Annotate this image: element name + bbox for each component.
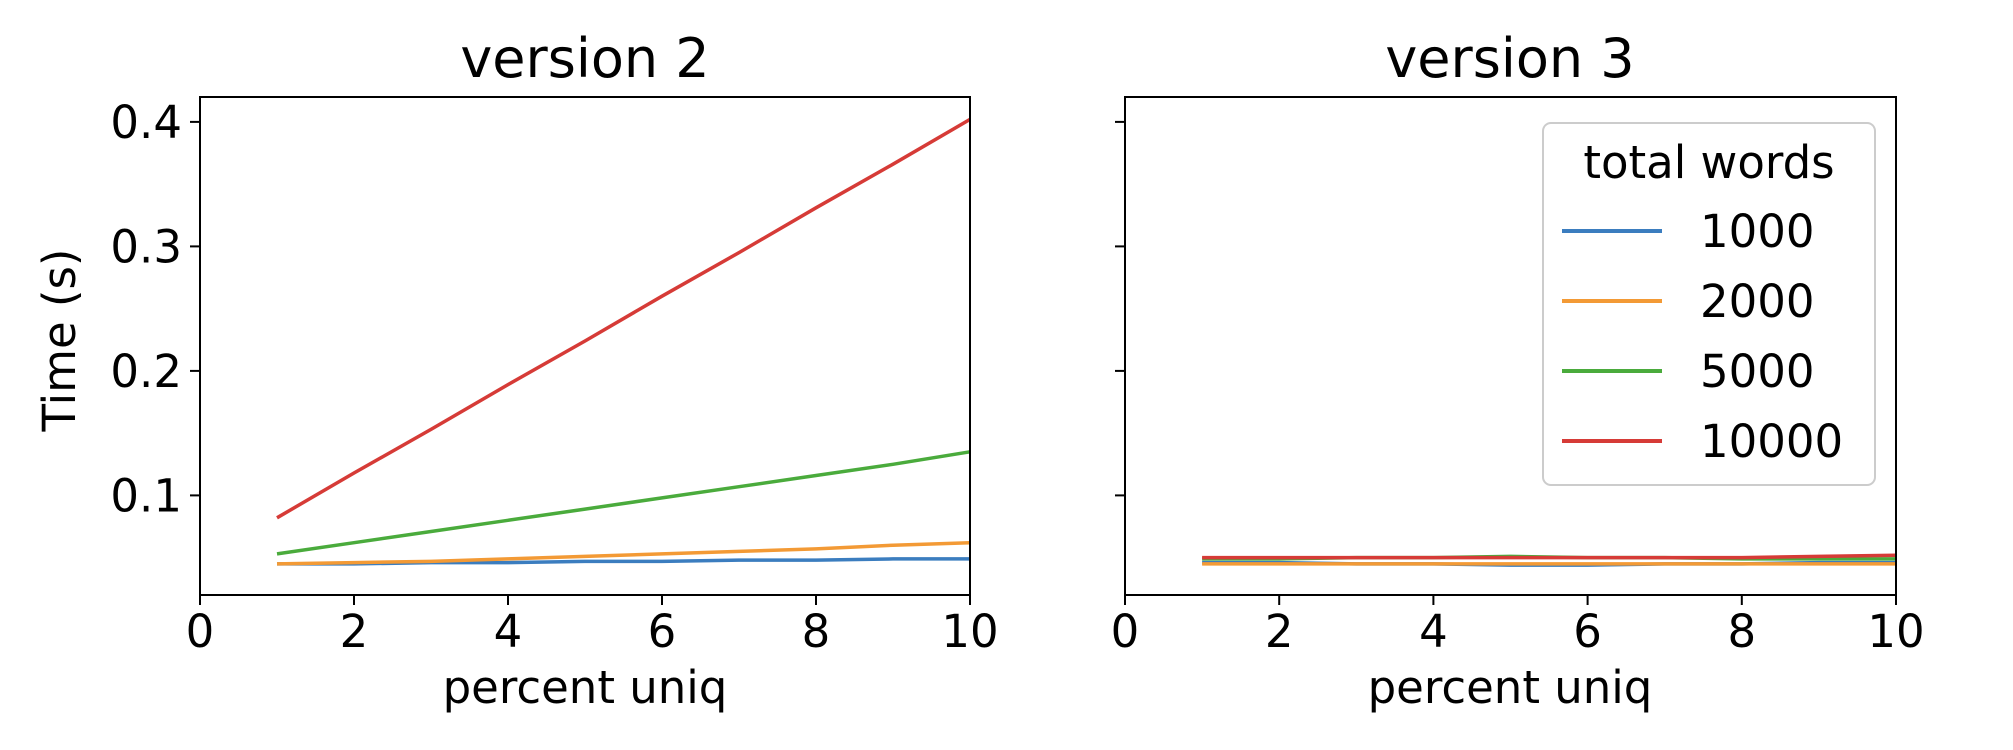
legend-box [1542,122,1876,486]
series-line-5000 [276,450,971,556]
legend-title: total words [1583,136,1834,189]
plot-frame [1124,96,1897,596]
x-ticks: 0 2 4 6 8 10 [1111,595,1925,658]
x-tick-label: 6 [648,605,677,658]
chart-panel-version-3: version 3 0 2 4 6 8 10 percent uniq total wor… [1111,27,1925,714]
y-axis-label: Time (s) [33,249,86,433]
y-ticks [1115,120,1125,497]
x-tick-label: 8 [1727,605,1756,658]
legend-label: 10000 [1700,415,1843,468]
series-lines [1202,553,1897,567]
y-tick-label: 0.1 [110,469,182,522]
x-tick-label: 4 [494,605,523,658]
legend-label: 1000 [1700,205,1815,258]
y-tick-label: 0.3 [110,220,182,273]
y-tick-label: 0.2 [110,345,182,398]
x-tick-label: 2 [1265,605,1294,658]
x-tick-label: 2 [340,605,369,658]
x-axis-label: percent uniq [443,661,728,714]
chart-title: version 3 [1385,27,1634,90]
chart-panel-version-2: version 2 0 2 4 6 8 10 0.1 0.2 0.3 0.4 percent u… [110,27,998,714]
chart-title: version 2 [460,27,709,90]
series-lines [276,117,971,566]
series-line-10000 [1202,553,1897,560]
series-line-10000 [276,117,971,520]
x-tick-label: 4 [1419,605,1448,658]
legend: total words 1000 2000 5000 10000 [1542,122,1876,486]
series-line-2000 [276,540,971,566]
x-tick-label: 8 [802,605,831,658]
y-ticks: 0.1 0.2 0.3 0.4 [110,96,200,522]
legend-items: 1000 2000 5000 10000 [1562,205,1843,468]
x-tick-label: 0 [1111,605,1140,658]
x-tick-label: 10 [941,605,998,658]
plot-frame [199,96,971,596]
y-tick-label: 0.4 [110,96,182,149]
x-tick-label: 10 [1867,605,1924,658]
x-axis-label: percent uniq [1368,661,1653,714]
x-tick-label: 6 [1573,605,1602,658]
x-tick-label: 0 [186,605,215,658]
legend-label: 5000 [1700,345,1815,398]
x-ticks: 0 2 4 6 8 10 [186,595,999,658]
legend-label: 2000 [1700,275,1815,328]
